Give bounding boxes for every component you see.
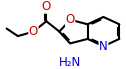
Text: O: O xyxy=(42,0,51,13)
Text: N: N xyxy=(99,40,108,53)
Text: O: O xyxy=(29,25,38,38)
Text: O: O xyxy=(66,13,75,26)
Text: H₂N: H₂N xyxy=(59,56,81,69)
